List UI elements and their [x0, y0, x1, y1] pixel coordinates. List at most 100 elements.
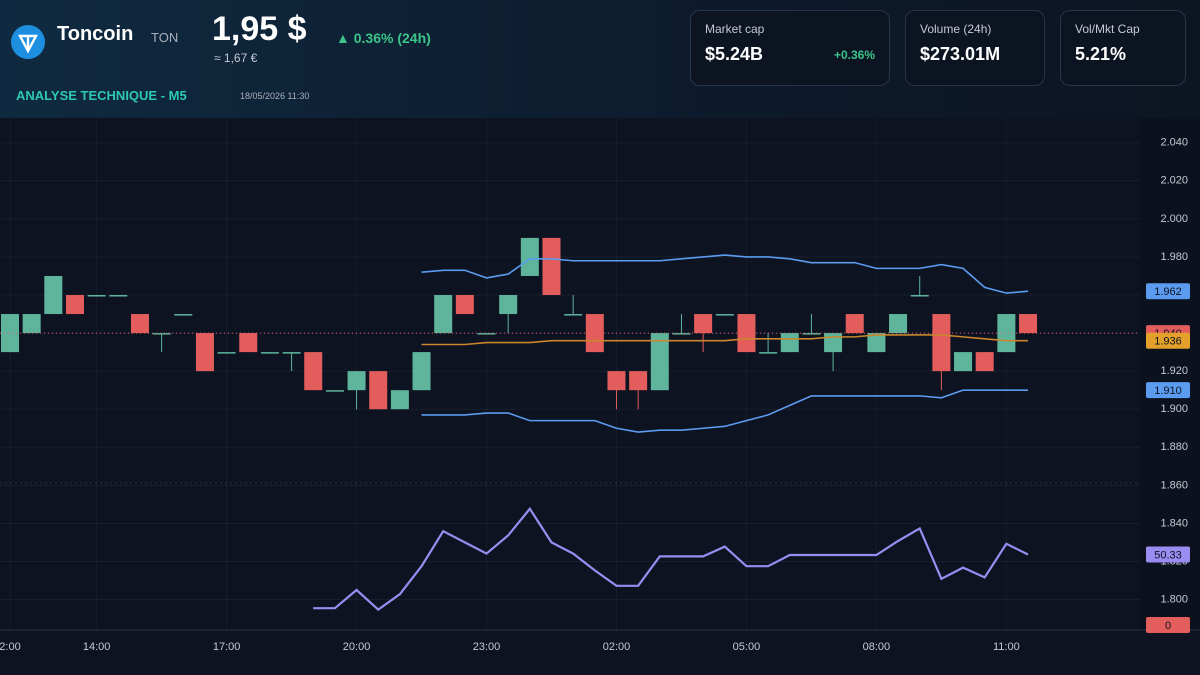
x-tick-label: 14:00: [83, 641, 111, 653]
candle-body: [802, 333, 821, 335]
candle-body: [975, 352, 994, 372]
candle-body: [585, 314, 604, 353]
x-tick-label: 17:00: [213, 641, 241, 653]
candle-body: [780, 333, 799, 353]
candle-body: [759, 352, 778, 354]
series-line: [421, 254, 1029, 294]
chart: 2.0402.0202.0001.9801.9601.9401.9201.900…: [0, 118, 1200, 653]
x-tick-label: 05:00: [733, 641, 761, 653]
y-tick-label: 1.800: [1160, 593, 1188, 605]
candle-body: [347, 371, 366, 391]
candle-body: [520, 237, 539, 276]
candle-body: [824, 333, 843, 353]
y-tick-label: 2.020: [1160, 175, 1188, 187]
price-badge: [1146, 382, 1190, 399]
candle-body: [87, 295, 106, 297]
candle-body: [22, 314, 41, 334]
candle-body: [542, 237, 561, 296]
logo: [11, 25, 45, 59]
candle-body: [910, 295, 929, 297]
candle-body: [867, 333, 886, 353]
price-eur: ≈ 1,67 €: [214, 51, 258, 65]
price-change: ▲ 0.36% (24h): [336, 30, 431, 46]
price-badge-label: 1.962: [1154, 286, 1182, 298]
candle-body: [282, 352, 301, 354]
y-tick-label: 1.920: [1160, 365, 1188, 377]
candle-body: [130, 314, 149, 334]
candle-body: [737, 314, 756, 353]
candle-body: [629, 371, 648, 391]
candle-body: [304, 352, 323, 391]
candle-body: [152, 333, 171, 335]
price-badge: [1146, 283, 1190, 300]
candle-body: [44, 275, 63, 315]
card-label: Volume (24h): [920, 22, 992, 36]
candle-body: [845, 314, 864, 334]
y-tick-label: 1.880: [1160, 441, 1188, 453]
card: Volume (24h) $273.01M: [905, 10, 1045, 86]
card: Market cap $5.24B +0.36%: [690, 10, 890, 86]
coin-symbol: TON: [151, 30, 179, 45]
candle-body: [694, 314, 713, 334]
y-tick-label: 1.840: [1160, 517, 1188, 529]
card-label: Market cap: [705, 22, 765, 36]
y-tick-label: 2.000: [1160, 213, 1188, 225]
series-line: [421, 334, 1029, 346]
y-tick-label: 1.900: [1160, 403, 1188, 415]
candle-body: [217, 352, 236, 354]
candle-body: [607, 371, 626, 391]
candle-body: [889, 314, 908, 334]
coin-name: Toncoin: [57, 23, 134, 45]
x-tick-label: 08:00: [863, 641, 891, 653]
x-tick-label: 20:00: [343, 641, 371, 653]
price-badge: [1146, 332, 1190, 349]
candle-body: [65, 295, 84, 315]
subtitle: ANALYSE TECHNIQUE - M5: [16, 88, 187, 103]
candle-body: [174, 314, 193, 316]
candle-body: [412, 352, 431, 391]
candle-body: [564, 314, 583, 316]
series-line: [313, 506, 1029, 612]
axis-panel: [1140, 118, 1200, 630]
series-line: [421, 389, 1029, 433]
candle-body: [932, 314, 951, 372]
candle-body: [499, 295, 518, 315]
candle-body: [195, 333, 214, 372]
price: 1,95 $: [212, 10, 307, 48]
candle-body: [477, 333, 496, 335]
candle-body: [997, 314, 1016, 353]
candle-body: [239, 333, 258, 353]
price-badge: [1146, 617, 1190, 633]
candle-body: [455, 295, 474, 315]
price-badge-label: 1.910: [1154, 385, 1182, 397]
candle-body: [954, 352, 973, 372]
x-tick-label: 11:00: [993, 641, 1020, 653]
price-badge-label: 1.936: [1154, 336, 1182, 348]
candle-body: [715, 314, 734, 316]
candle-body: [390, 390, 409, 410]
candle-body: [1, 314, 19, 353]
card-value: 5.21%: [1075, 44, 1127, 64]
y-tick-label: 2.040: [1160, 137, 1188, 149]
candle-body: [1019, 314, 1038, 334]
candle-body: [369, 371, 388, 410]
card-change: +0.36%: [833, 48, 875, 62]
candle-body: [672, 333, 691, 335]
candle-body: [109, 295, 128, 297]
candle-body: [434, 295, 453, 334]
y-tick-label: 1.980: [1160, 251, 1188, 263]
price-badge-label: 50.33: [1154, 549, 1182, 561]
x-tick-label: 2:00: [0, 641, 21, 653]
timestamp: 18/05/2026 11:30: [240, 91, 310, 101]
card-value: $5.24B: [705, 44, 764, 64]
x-tick-label: 02:00: [603, 641, 631, 653]
candle-body: [650, 333, 669, 391]
x-tick-label: 23:00: [473, 641, 501, 653]
candle-body: [260, 352, 279, 354]
price-badge-label: 0: [1165, 620, 1171, 632]
card-label: Vol/Mkt Cap: [1075, 22, 1140, 36]
card: Vol/Mkt Cap 5.21%: [1060, 10, 1186, 86]
price-badge: [1146, 546, 1190, 563]
card-value: $273.01M: [920, 44, 1001, 64]
